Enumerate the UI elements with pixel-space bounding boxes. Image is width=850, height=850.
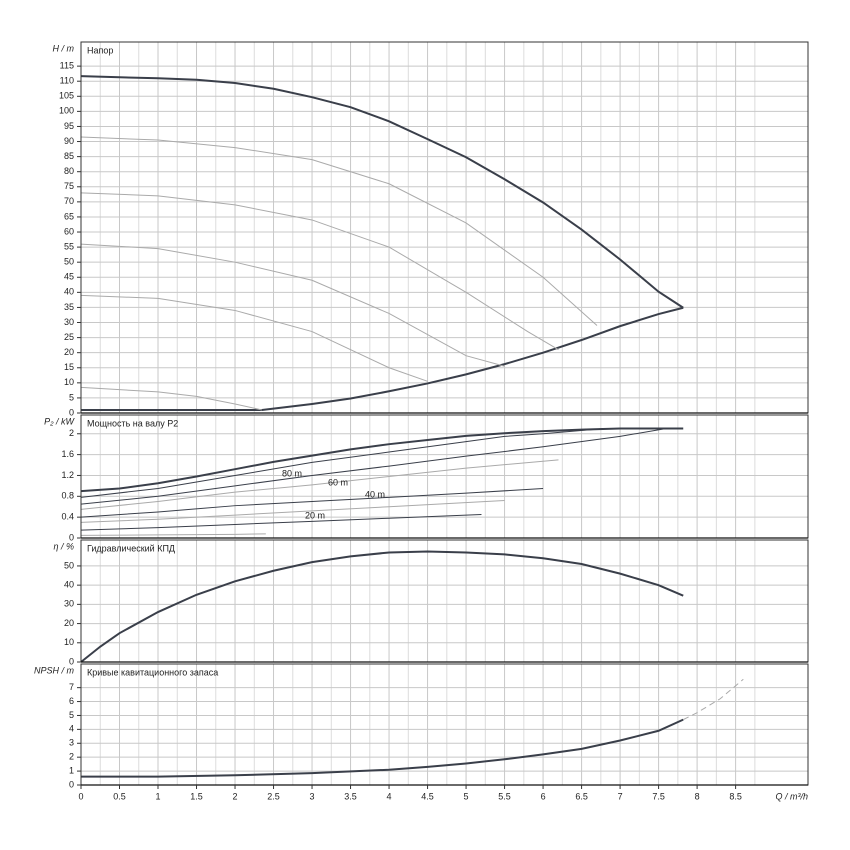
curve [80,428,605,498]
curve-label: 20 m [305,510,325,520]
curve [80,499,505,523]
y-tick-label: 0 [69,779,74,789]
curve [80,550,684,663]
y-axis-label: NPSH / m [34,665,75,675]
x-tick-label: 4.5 [421,791,434,801]
y-tick-label: 35 [64,302,74,312]
curve [80,514,482,531]
curve-label: 80 m [282,468,302,478]
x-tick-label: 8.5 [729,791,742,801]
y-tick-label: 50 [64,560,74,570]
y-tick-label: 70 [64,196,74,206]
x-tick-label: 6.5 [575,791,588,801]
y-axis-label: H / m [53,43,75,53]
y-tick-label: 95 [64,121,74,131]
y-tick-label: 0 [69,656,74,666]
x-tick-label: 1.5 [190,791,203,801]
y-axis-label: η / % [53,541,74,551]
y-tick-label: 5 [69,710,74,720]
y-tick-label: 55 [64,241,74,251]
panel-title: Мощность на валу P2 [87,418,178,428]
y-tick-label: 15 [64,362,74,372]
curve [80,487,544,518]
y-tick-label: 10 [64,377,74,387]
panel-title: Гидравлический КПД [87,543,175,553]
panel-title: Кривые кавитационного запаса [87,667,218,677]
y-tick-label: 40 [64,287,74,297]
y-tick-label: 20 [64,618,74,628]
x-tick-label: 7.5 [652,791,665,801]
y-tick-label: 110 [60,76,74,86]
y-tick-label: 60 [64,226,74,236]
y-axis-label: P₂ / kW [44,416,75,426]
y-tick-label: 30 [64,599,74,609]
y-tick-label: 1.2 [61,470,74,480]
curve [80,459,559,510]
curve [80,533,266,536]
y-tick-label: 75 [64,181,74,191]
y-tick-label: 3 [69,738,74,748]
y-tick-label: 25 [64,332,74,342]
x-tick-label: 1 [156,791,161,801]
x-tick-label: 0.5 [113,791,126,801]
y-tick-label: 1.6 [61,449,74,459]
y-tick-label: 50 [64,257,74,267]
y-tick-label: 65 [64,211,74,221]
y-tick-label: 2 [69,428,74,438]
y-tick-label: 0 [69,407,74,417]
x-tick-label: 5.5 [498,791,511,801]
y-tick-label: 115 [60,61,74,71]
x-tick-label: 2 [233,791,238,801]
y-tick-label: 0.8 [61,491,74,501]
curve [80,136,598,326]
curve [80,294,428,382]
x-tick-label: 3 [310,791,315,801]
y-tick-label: 5 [69,392,74,402]
curve-label: 60 m [328,477,348,487]
y-tick-label: 85 [64,151,74,161]
curve [80,192,559,351]
y-tick-label: 0 [69,532,74,542]
x-tick-label: 2.5 [267,791,280,801]
x-tick-label: 0 [78,791,83,801]
y-tick-label: 20 [64,347,74,357]
curve [81,306,684,411]
curve [80,75,684,309]
y-tick-label: 100 [59,106,74,116]
panel-title: Напор [87,45,113,55]
curve [80,386,263,411]
x-axis-label: Q / m³/h [775,791,808,801]
y-tick-label: 105 [59,91,74,101]
curve [80,428,667,505]
y-tick-label: 40 [64,580,74,590]
y-tick-label: 1 [69,765,74,775]
y-tick-label: 45 [64,272,74,282]
x-tick-label: 8 [695,791,700,801]
y-tick-label: 80 [64,166,74,176]
x-tick-label: 6 [541,791,546,801]
y-tick-label: 7 [69,682,74,692]
y-tick-label: 30 [64,317,74,327]
x-tick-label: 3.5 [344,791,357,801]
y-tick-label: 0.4 [61,512,74,522]
y-tick-label: 4 [69,724,74,734]
curve-label: 40 m [365,489,385,499]
x-tick-label: 5 [464,791,469,801]
x-tick-label: 4 [387,791,392,801]
curve [81,718,684,778]
y-tick-label: 2 [69,752,74,762]
y-tick-label: 10 [64,637,74,647]
curve [80,243,505,367]
x-tick-label: 7 [618,791,623,801]
y-tick-label: 90 [64,136,74,146]
y-tick-label: 6 [69,696,74,706]
